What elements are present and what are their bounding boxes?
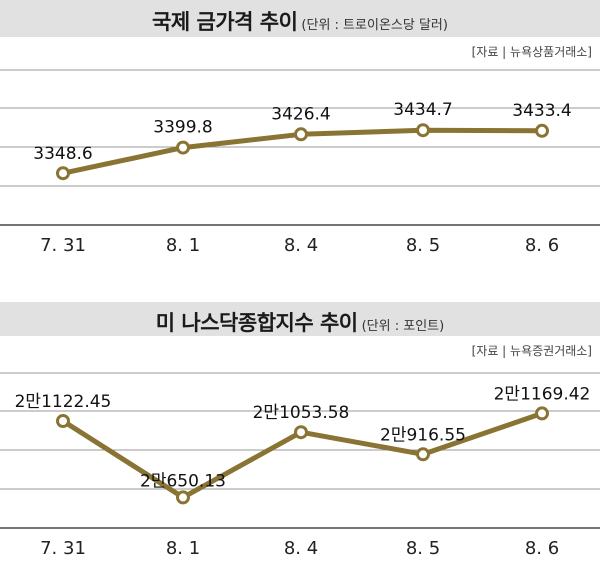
data-label: 2만1169.42 bbox=[494, 384, 591, 404]
chart-title-bar: 국제 금가격 추이 (단위 : 트로이온스당 달러) bbox=[0, 0, 600, 37]
data-label: 3348.6 bbox=[33, 144, 92, 164]
data-point bbox=[535, 406, 549, 421]
data-label: 2만1122.45 bbox=[15, 392, 112, 412]
data-point bbox=[56, 166, 70, 181]
x-tick-label: 8. 1 bbox=[166, 538, 200, 559]
chart-title: 미 나스닥종합지수 추이 bbox=[155, 311, 358, 335]
chart-source: [자료 | 뉴욕상품거래소] bbox=[471, 45, 592, 59]
chart-title-bar: 미 나스닥종합지수 추이 (단위 : 포인트) bbox=[0, 302, 600, 336]
data-point bbox=[416, 123, 430, 138]
data-label: 3434.7 bbox=[393, 100, 452, 120]
data-point bbox=[535, 123, 549, 138]
gold-price-line-chart: 3348.6 3399.8 3426.4 3434.7 3433.4 7. 31 8. 1 8… bbox=[0, 69, 600, 256]
chart-unit: (단위 : 포인트) bbox=[361, 319, 445, 334]
data-label: 3433.4 bbox=[512, 101, 571, 121]
x-tick-label: 8. 4 bbox=[284, 538, 318, 559]
data-label: 3399.8 bbox=[153, 118, 212, 138]
data-label: 2만916.55 bbox=[380, 425, 466, 445]
data-label: 2만650.13 bbox=[140, 471, 226, 491]
data-point bbox=[176, 490, 190, 505]
gold-price-chart-panel: 국제 금가격 추이 (단위 : 트로이온스당 달러) [자료 | 뉴욕상품거래소… bbox=[0, 0, 600, 262]
x-tick-label: 8. 6 bbox=[525, 538, 559, 559]
data-point bbox=[56, 414, 70, 428]
chart-source: [자료 | 뉴욕증권거래소] bbox=[471, 344, 592, 358]
data-label: 2만1053.58 bbox=[253, 403, 350, 423]
x-tick-label: 8. 5 bbox=[406, 538, 440, 559]
x-tick-label: 8. 1 bbox=[166, 235, 200, 256]
x-tick-label: 8. 5 bbox=[406, 235, 440, 256]
nasdaq-chart-panel: 미 나스닥종합지수 추이 (단위 : 포인트) [자료 | 뉴욕증권거래소] 2… bbox=[0, 302, 600, 582]
chart-unit: (단위 : 트로이온스당 달러) bbox=[301, 18, 448, 33]
x-tick-label: 7. 31 bbox=[40, 538, 86, 559]
nasdaq-line-chart: 2만1122.45 2만650.13 2만1053.58 2만916.55 2만1169… bbox=[0, 372, 600, 559]
data-point bbox=[176, 140, 190, 155]
x-tick-label: 8. 6 bbox=[525, 235, 559, 256]
data-point bbox=[294, 425, 308, 440]
x-tick-label: 8. 4 bbox=[284, 235, 318, 256]
data-point bbox=[294, 127, 308, 142]
data-label: 3426.4 bbox=[271, 104, 330, 124]
x-tick-label: 7. 31 bbox=[40, 235, 86, 256]
chart-title: 국제 금가격 추이 bbox=[152, 10, 298, 34]
data-point bbox=[416, 447, 430, 462]
